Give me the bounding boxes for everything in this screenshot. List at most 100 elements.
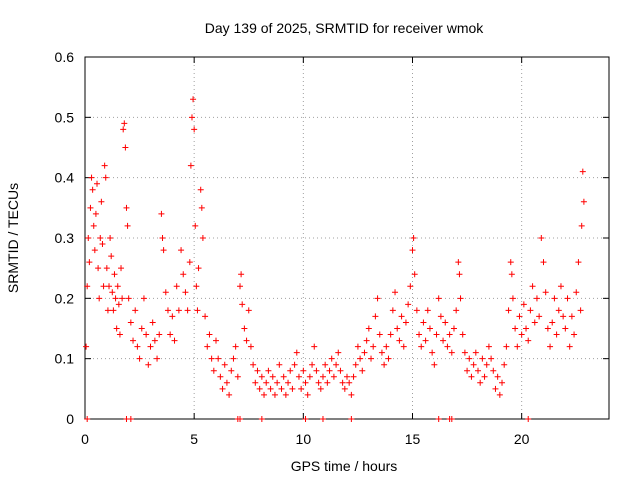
- data-point: [450, 325, 457, 332]
- y-tick-label: 0.4: [55, 170, 75, 186]
- data-point: [241, 325, 248, 332]
- data-point: [470, 361, 477, 368]
- x-tick-label: 10: [296, 431, 312, 447]
- data-point: [269, 373, 276, 380]
- data-point: [89, 186, 96, 193]
- data-point: [547, 343, 554, 350]
- data-point: [398, 313, 405, 320]
- data-point: [254, 367, 261, 374]
- data-point: [422, 337, 429, 344]
- chart-title: Day 139 of 2025, SRMTID for receiver wmo…: [205, 20, 485, 36]
- data-point: [317, 385, 324, 392]
- data-point: [313, 367, 320, 374]
- data-point: [114, 283, 121, 290]
- data-point: [540, 259, 547, 266]
- data-point: [287, 367, 294, 374]
- data-point: [169, 313, 176, 320]
- data-point: [96, 295, 103, 302]
- data-point: [223, 379, 230, 386]
- y-tick-label: 0.6: [55, 49, 75, 65]
- data-point: [516, 313, 523, 320]
- data-point: [324, 379, 331, 386]
- data-point: [580, 198, 587, 205]
- data-point: [237, 283, 244, 290]
- data-point: [191, 126, 198, 133]
- data-point: [180, 271, 187, 278]
- data-point: [195, 265, 202, 272]
- data-point: [198, 204, 205, 211]
- data-point: [508, 271, 515, 278]
- data-point: [289, 385, 296, 392]
- data-point: [512, 325, 519, 332]
- data-point: [258, 416, 265, 422]
- data-point: [359, 367, 366, 374]
- data-point: [551, 295, 558, 302]
- y-tick-label: 0.5: [55, 109, 75, 125]
- data-point: [553, 331, 560, 338]
- y-tick-label: 0.3: [55, 230, 75, 246]
- data-point: [213, 337, 219, 344]
- data-point: [237, 416, 244, 422]
- data-point: [424, 307, 431, 314]
- data-point: [490, 367, 497, 374]
- data-point: [250, 361, 257, 368]
- data-point: [429, 349, 436, 356]
- data-point: [210, 367, 217, 374]
- data-point: [247, 343, 254, 350]
- data-point: [568, 313, 575, 320]
- data-point: [91, 247, 98, 254]
- data-point: [282, 391, 289, 398]
- data-point: [453, 307, 460, 314]
- data-point: [140, 295, 147, 302]
- data-point: [112, 295, 119, 302]
- data-point: [261, 391, 268, 398]
- data-point: [111, 271, 118, 278]
- data-point: [204, 343, 211, 350]
- data-point: [83, 343, 90, 350]
- data-point: [571, 331, 578, 338]
- data-point: [365, 325, 372, 332]
- data-point: [234, 373, 241, 380]
- y-tick-label: 0.2: [55, 290, 75, 306]
- data-point: [457, 295, 464, 302]
- data-point: [407, 283, 414, 290]
- data-point: [348, 391, 355, 398]
- data-point: [326, 367, 333, 374]
- data-point: [573, 289, 580, 296]
- data-point: [278, 385, 285, 392]
- data-point: [402, 319, 409, 326]
- data-point: [533, 295, 540, 302]
- data-point: [464, 367, 471, 374]
- data-point: [575, 259, 582, 266]
- data-point: [115, 301, 122, 308]
- data-point: [459, 331, 466, 338]
- data-point: [456, 271, 463, 278]
- data-point: [86, 259, 93, 266]
- data-point: [103, 265, 110, 272]
- data-point: [302, 416, 309, 422]
- data-point: [411, 271, 418, 278]
- data-point: [507, 259, 514, 266]
- data-point: [219, 385, 226, 392]
- data-point: [579, 168, 586, 175]
- data-point: [190, 96, 197, 103]
- data-point: [352, 361, 359, 368]
- data-point: [319, 373, 326, 380]
- data-point: [164, 307, 171, 314]
- data-point: [175, 307, 182, 314]
- data-point: [263, 379, 270, 386]
- data-point: [370, 343, 377, 350]
- data-point: [564, 295, 571, 302]
- data-point: [468, 373, 475, 380]
- data-point: [520, 301, 527, 308]
- data-point: [381, 361, 388, 368]
- data-point: [238, 271, 245, 278]
- data-point: [306, 373, 313, 380]
- data-point: [409, 247, 416, 254]
- data-point: [171, 337, 178, 344]
- data-point: [156, 331, 163, 338]
- data-point: [363, 337, 370, 344]
- data-point: [525, 416, 532, 422]
- data-point: [202, 313, 209, 320]
- data-point: [226, 391, 233, 398]
